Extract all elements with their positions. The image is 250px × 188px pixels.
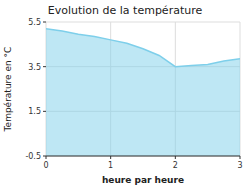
x-tick <box>175 156 176 159</box>
x-tick-label: 0 <box>43 161 48 170</box>
y-tick <box>43 22 46 23</box>
x-axis-line <box>46 156 240 157</box>
y-axis-label: Température en °C <box>3 47 13 133</box>
y-tick <box>43 111 46 112</box>
y-tick <box>43 156 46 157</box>
chart-container: 0 1 2 3 -0.5 1.5 3.5 5.5 heure par heure Températ… <box>0 0 250 188</box>
y-tick-label: 3.5 <box>28 63 41 72</box>
y-tick-label: -0.5 <box>25 152 41 161</box>
line <box>46 29 240 67</box>
chart: 0 1 2 3 -0.5 1.5 3.5 5.5 heure par heure Températ… <box>0 0 250 188</box>
y-tick <box>43 66 46 67</box>
x-tick-label: 2 <box>173 161 178 170</box>
x-tick-label: 1 <box>108 161 113 170</box>
grid-line-y <box>46 156 240 157</box>
x-tick <box>110 156 111 159</box>
x-tick <box>240 156 241 159</box>
axes: 0 1 2 3 -0.5 1.5 3.5 5.5 <box>25 18 242 170</box>
x-axis-label: heure par heure <box>102 175 184 185</box>
y-tick-label: 5.5 <box>28 18 41 27</box>
title: Evolution de la température <box>48 4 203 17</box>
plot-area <box>46 29 240 156</box>
area <box>46 29 240 156</box>
y-tick-label: 1.5 <box>28 107 41 116</box>
grid-line-y <box>46 22 240 23</box>
grid <box>46 22 240 156</box>
x-tick-label: 3 <box>237 161 242 170</box>
